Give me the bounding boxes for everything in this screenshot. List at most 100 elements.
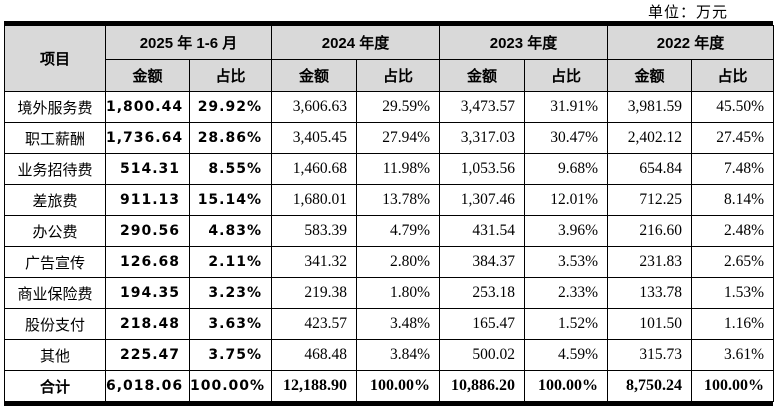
table-row: 职工薪酬 1,736.64 28.86% 3,405.45 27.94% 3,317.03… — [4, 122, 775, 154]
amount-cell: 2,402.12 — [607, 122, 693, 154]
amount-cell: 514.31 — [105, 153, 190, 185]
expense-table-wrapper: 项目 2025 年 1-6 月 2024 年度 2023 年度 2022 年度 … — [4, 21, 775, 406]
ratio-cell: 15.14% — [189, 184, 272, 216]
sub-header-ratio-2023: 占比 — [524, 59, 609, 92]
col-header-2023: 2023 年度 — [439, 25, 609, 60]
amount-cell: 712.25 — [607, 184, 693, 216]
table-row: 境外服务费 1,800.44 29.92% 3,606.63 29.59% 3,473.5… — [4, 91, 775, 123]
col-header-item: 项目 — [4, 25, 106, 92]
table-row: 其他 225.47 3.75% 468.48 3.84% 500.02 4.59% 315.7… — [4, 339, 775, 371]
ratio-cell: 9.68% — [524, 153, 609, 185]
amount-cell: 1,736.64 — [105, 122, 190, 154]
row-label: 其他 — [4, 339, 106, 371]
amount-cell: 133.78 — [607, 277, 693, 309]
amount-cell: 219.38 — [271, 277, 357, 309]
ratio-cell: 2.80% — [355, 246, 441, 278]
ratio-cell: 100.00% — [524, 370, 609, 402]
amount-cell: 468.48 — [271, 339, 357, 371]
amount-cell: 10,886.20 — [439, 370, 526, 402]
col-header-2024: 2024 年度 — [270, 25, 441, 60]
ratio-cell: 3.84% — [355, 339, 441, 371]
sub-header-ratio-2024: 占比 — [355, 59, 441, 92]
row-label: 境外服务费 — [4, 91, 106, 123]
ratio-cell: 29.92% — [189, 91, 272, 123]
sub-header-amount-2024: 金额 — [271, 59, 357, 92]
amount-cell: 315.73 — [607, 339, 693, 371]
amount-cell: 3,405.45 — [271, 122, 357, 154]
amount-cell: 1,053.56 — [439, 153, 526, 185]
amount-cell: 12,188.90 — [271, 370, 357, 402]
amount-cell: 231.83 — [607, 246, 693, 278]
ratio-cell: 3.96% — [524, 215, 609, 247]
sub-header-ratio-2025: 占比 — [189, 59, 272, 92]
amount-cell: 431.54 — [439, 215, 526, 247]
ratio-cell: 8.55% — [189, 153, 272, 185]
amount-cell: 3,981.59 — [607, 91, 693, 123]
col-header-2025: 2025 年 1-6 月 — [105, 25, 272, 60]
ratio-cell: 3.53% — [524, 246, 609, 278]
ratio-cell: 3.48% — [355, 308, 441, 340]
amount-cell: 216.60 — [607, 215, 693, 247]
amount-cell: 225.47 — [105, 339, 190, 371]
ratio-cell: 12.01% — [524, 184, 609, 216]
row-label: 广告宣传 — [4, 246, 106, 278]
amount-cell: 911.13 — [105, 184, 190, 216]
ratio-cell: 3.63% — [189, 308, 272, 340]
ratio-cell: 1.16% — [691, 308, 775, 340]
ratio-cell: 7.48% — [691, 153, 775, 185]
amount-cell: 654.84 — [607, 153, 693, 185]
row-label: 合计 — [4, 370, 106, 402]
ratio-cell: 3.23% — [189, 277, 272, 309]
amount-cell: 290.56 — [105, 215, 190, 247]
col-header-2022: 2022 年度 — [607, 25, 775, 60]
header-sub-row: 金额 占比 金额 占比 金额 占比 金额 占比 — [5, 59, 775, 92]
amount-cell: 6,018.06 — [105, 370, 190, 402]
amount-cell: 1,307.46 — [439, 184, 526, 216]
amount-cell: 1,680.01 — [271, 184, 357, 216]
amount-cell: 1,800.44 — [105, 91, 190, 123]
ratio-cell: 29.59% — [355, 91, 441, 123]
ratio-cell: 31.91% — [524, 91, 609, 123]
row-label: 商业保险费 — [4, 277, 106, 309]
amount-cell: 165.47 — [439, 308, 526, 340]
amount-cell: 218.48 — [105, 308, 190, 340]
row-label: 差旅费 — [4, 184, 106, 216]
table-body: 境外服务费 1,800.44 29.92% 3,606.63 29.59% 3,473.5… — [4, 91, 775, 402]
row-label: 办公费 — [4, 215, 106, 247]
ratio-cell: 4.79% — [355, 215, 441, 247]
ratio-cell: 45.50% — [691, 91, 775, 123]
ratio-cell: 2.48% — [691, 215, 775, 247]
ratio-cell: 11.98% — [355, 153, 441, 185]
amount-cell: 3,606.63 — [271, 91, 357, 123]
amount-cell: 8,750.24 — [607, 370, 693, 402]
amount-cell: 253.18 — [439, 277, 526, 309]
row-label: 业务招待费 — [4, 153, 106, 185]
sub-header-amount-2023: 金额 — [439, 59, 526, 92]
header-group-row: 项目 2025 年 1-6 月 2024 年度 2023 年度 2022 年度 — [4, 25, 775, 92]
amount-cell: 341.32 — [271, 246, 357, 278]
ratio-cell: 1.80% — [355, 277, 441, 309]
table-row: 办公费 290.56 4.83% 583.39 4.79% 431.54 3.96% 216.… — [4, 215, 775, 247]
ratio-cell: 28.86% — [189, 122, 272, 154]
ratio-cell: 4.59% — [524, 339, 609, 371]
amount-cell: 126.68 — [105, 246, 190, 278]
sub-header-amount-2022: 金额 — [607, 59, 693, 92]
row-label: 职工薪酬 — [4, 122, 106, 154]
ratio-cell: 100.00% — [189, 370, 272, 402]
amount-cell: 3,317.03 — [439, 122, 526, 154]
expense-table: 项目 2025 年 1-6 月 2024 年度 2023 年度 2022 年度 … — [4, 25, 775, 402]
unit-label: 单位：万元 — [647, 4, 728, 21]
ratio-cell: 2.11% — [189, 246, 272, 278]
ratio-cell: 2.65% — [691, 246, 775, 278]
amount-cell: 194.35 — [105, 277, 190, 309]
table-row: 业务招待费 514.31 8.55% 1,460.68 11.98% 1,053.56 9.… — [4, 153, 775, 185]
ratio-cell: 13.78% — [355, 184, 441, 216]
ratio-cell: 27.45% — [691, 122, 775, 154]
amount-cell: 583.39 — [271, 215, 357, 247]
amount-cell: 423.57 — [271, 308, 357, 340]
ratio-cell: 27.94% — [355, 122, 441, 154]
table-row: 商业保险费 194.35 3.23% 219.38 1.80% 253.18 2.33% 13… — [4, 277, 775, 309]
ratio-cell: 3.75% — [189, 339, 272, 371]
ratio-cell: 100.00% — [691, 370, 775, 402]
table-row: 广告宣传 126.68 2.11% 341.32 2.80% 384.37 3.53% 231… — [4, 246, 775, 278]
